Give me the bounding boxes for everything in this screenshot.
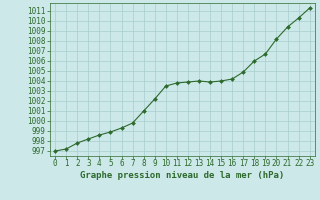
X-axis label: Graphe pression niveau de la mer (hPa): Graphe pression niveau de la mer (hPa) [80,171,284,180]
